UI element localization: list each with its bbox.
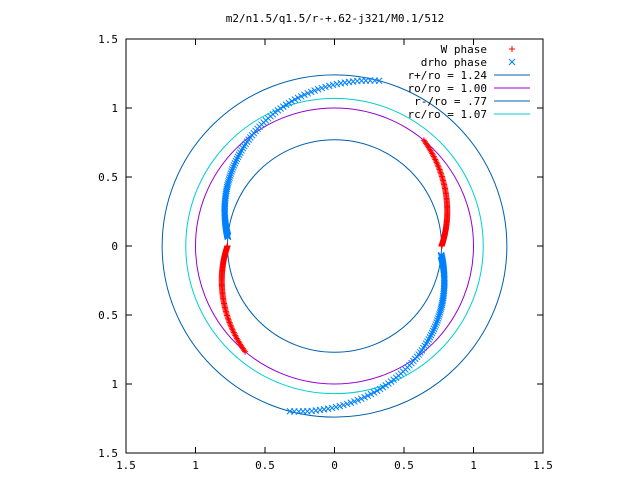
x-tick-label: 0 bbox=[331, 459, 338, 472]
drho-phase-point bbox=[440, 281, 448, 289]
drho-phase-point bbox=[328, 404, 336, 412]
x-tick-label: 0.5 bbox=[255, 459, 275, 472]
drho-phase-point bbox=[337, 79, 345, 87]
drho-phase-point bbox=[354, 396, 362, 404]
y-tick-label: 1 bbox=[111, 102, 118, 115]
drho-phase-point bbox=[301, 91, 308, 99]
drho-phase-point bbox=[232, 157, 240, 165]
drho-phase-point bbox=[427, 331, 435, 339]
drho-phase-point bbox=[291, 96, 299, 103]
drho-phase-point bbox=[225, 176, 233, 183]
legend-label: W phase bbox=[441, 43, 487, 56]
drho-phase-point bbox=[288, 97, 296, 105]
x-tick-label: 1 bbox=[192, 459, 199, 472]
drho-phase-point bbox=[332, 403, 340, 411]
drho-phase-point bbox=[234, 153, 242, 161]
drho-phase-point bbox=[364, 392, 372, 400]
drho-phase-point bbox=[436, 311, 443, 318]
circle-rc-ro-1-07 bbox=[185, 97, 484, 395]
circle-r-ro-1-24 bbox=[161, 74, 508, 418]
drho-phase-point bbox=[294, 94, 302, 102]
reference-circles bbox=[161, 74, 508, 418]
drho-phase-point bbox=[434, 315, 442, 322]
drho-phase-point bbox=[225, 178, 232, 185]
drho-phase-point bbox=[304, 89, 312, 97]
drho-phase-point bbox=[437, 307, 444, 314]
circle-r-ro-77 bbox=[226, 139, 443, 353]
w-phase-series bbox=[218, 137, 451, 355]
drho-phase-point bbox=[430, 325, 438, 333]
x-tick-label: 0.5 bbox=[394, 459, 414, 472]
drho-phase-point bbox=[340, 401, 347, 409]
drho-phase-point bbox=[375, 77, 383, 85]
drho-phase-point bbox=[437, 305, 445, 313]
drho-phase-point bbox=[428, 329, 436, 337]
drho-phase-point bbox=[229, 164, 237, 171]
drho-phase-point bbox=[286, 407, 294, 415]
drho-phase-point bbox=[336, 402, 344, 410]
drho-phase-point bbox=[314, 85, 322, 93]
x-tick-label: 1 bbox=[470, 459, 477, 472]
legend-label: rc/ro = 1.07 bbox=[408, 108, 487, 121]
drho-phase-point bbox=[227, 170, 235, 177]
drho-phase-point bbox=[324, 405, 332, 413]
drho-phase-point bbox=[347, 399, 355, 407]
y-tick-label: 0.5 bbox=[98, 171, 118, 184]
circle-ro-ro-1-00 bbox=[195, 107, 474, 385]
drho-phase-point bbox=[224, 179, 232, 187]
legend-label: ro/ro = 1.00 bbox=[408, 82, 487, 95]
drho-phase-point bbox=[433, 319, 441, 326]
drho-phase-point bbox=[508, 58, 516, 66]
drho-phase-point bbox=[436, 309, 444, 316]
drho-phase-point bbox=[226, 172, 234, 179]
drho-phase-point bbox=[231, 159, 239, 167]
drho-phase-point bbox=[431, 323, 439, 331]
legend-label: r-/ro = .77 bbox=[414, 95, 487, 108]
x-tick-label: 1.5 bbox=[116, 459, 136, 472]
phase-points bbox=[218, 77, 451, 415]
drho-phase-point bbox=[230, 161, 238, 169]
y-tick-label: 0.5 bbox=[98, 309, 118, 322]
drho-phase-point bbox=[228, 166, 236, 173]
drho-phase-point bbox=[370, 389, 378, 396]
drho-phase-point bbox=[226, 174, 233, 181]
drho-phase-point bbox=[221, 203, 229, 211]
y-tick-label: 1.5 bbox=[98, 447, 118, 460]
axes: 1.5 1 0.5 0 0.5 1 1.51.510.500.511.5 bbox=[98, 33, 553, 472]
drho-phase-point bbox=[351, 398, 358, 405]
y-tick-label: 1.5 bbox=[98, 33, 118, 46]
drho-phase-point bbox=[367, 390, 375, 398]
drho-phase-point bbox=[440, 279, 448, 287]
drho-phase-point bbox=[228, 168, 235, 175]
legend-label: drho phase bbox=[421, 56, 487, 69]
drho-phase-point bbox=[357, 395, 365, 403]
drho-phase-point bbox=[438, 303, 445, 311]
drho-phase-point bbox=[221, 205, 229, 213]
drho-phase-point bbox=[373, 387, 381, 395]
drho-phase-point bbox=[333, 80, 341, 88]
drho-phase-point bbox=[435, 313, 443, 320]
drho-phase-point bbox=[343, 400, 351, 408]
legend-label: r+/ro = 1.24 bbox=[408, 69, 488, 82]
drho-phase-point bbox=[322, 83, 329, 91]
drho-phase-point bbox=[233, 155, 241, 163]
y-tick-label: 1 bbox=[111, 378, 118, 391]
x-tick-label: 1.5 bbox=[533, 459, 553, 472]
drho-phase-point bbox=[325, 82, 333, 90]
drho-phase-point bbox=[434, 317, 441, 324]
drho-phase-point bbox=[329, 81, 337, 89]
drho-phase-point bbox=[318, 84, 326, 92]
drho-phase-point bbox=[432, 321, 440, 328]
drho-phase-series bbox=[221, 77, 448, 415]
drho-phase-point bbox=[307, 88, 315, 96]
drho-phase-point bbox=[297, 92, 305, 100]
drho-phase-point bbox=[311, 87, 318, 94]
drho-phase-point bbox=[429, 327, 437, 335]
drho-phase-point bbox=[224, 181, 231, 189]
chart-title: m2/n1.5/q1.5/r-+.62-j321/M0.1/512 bbox=[226, 12, 445, 25]
y-tick-label: 0 bbox=[111, 240, 118, 253]
drho-phase-point bbox=[361, 393, 368, 401]
